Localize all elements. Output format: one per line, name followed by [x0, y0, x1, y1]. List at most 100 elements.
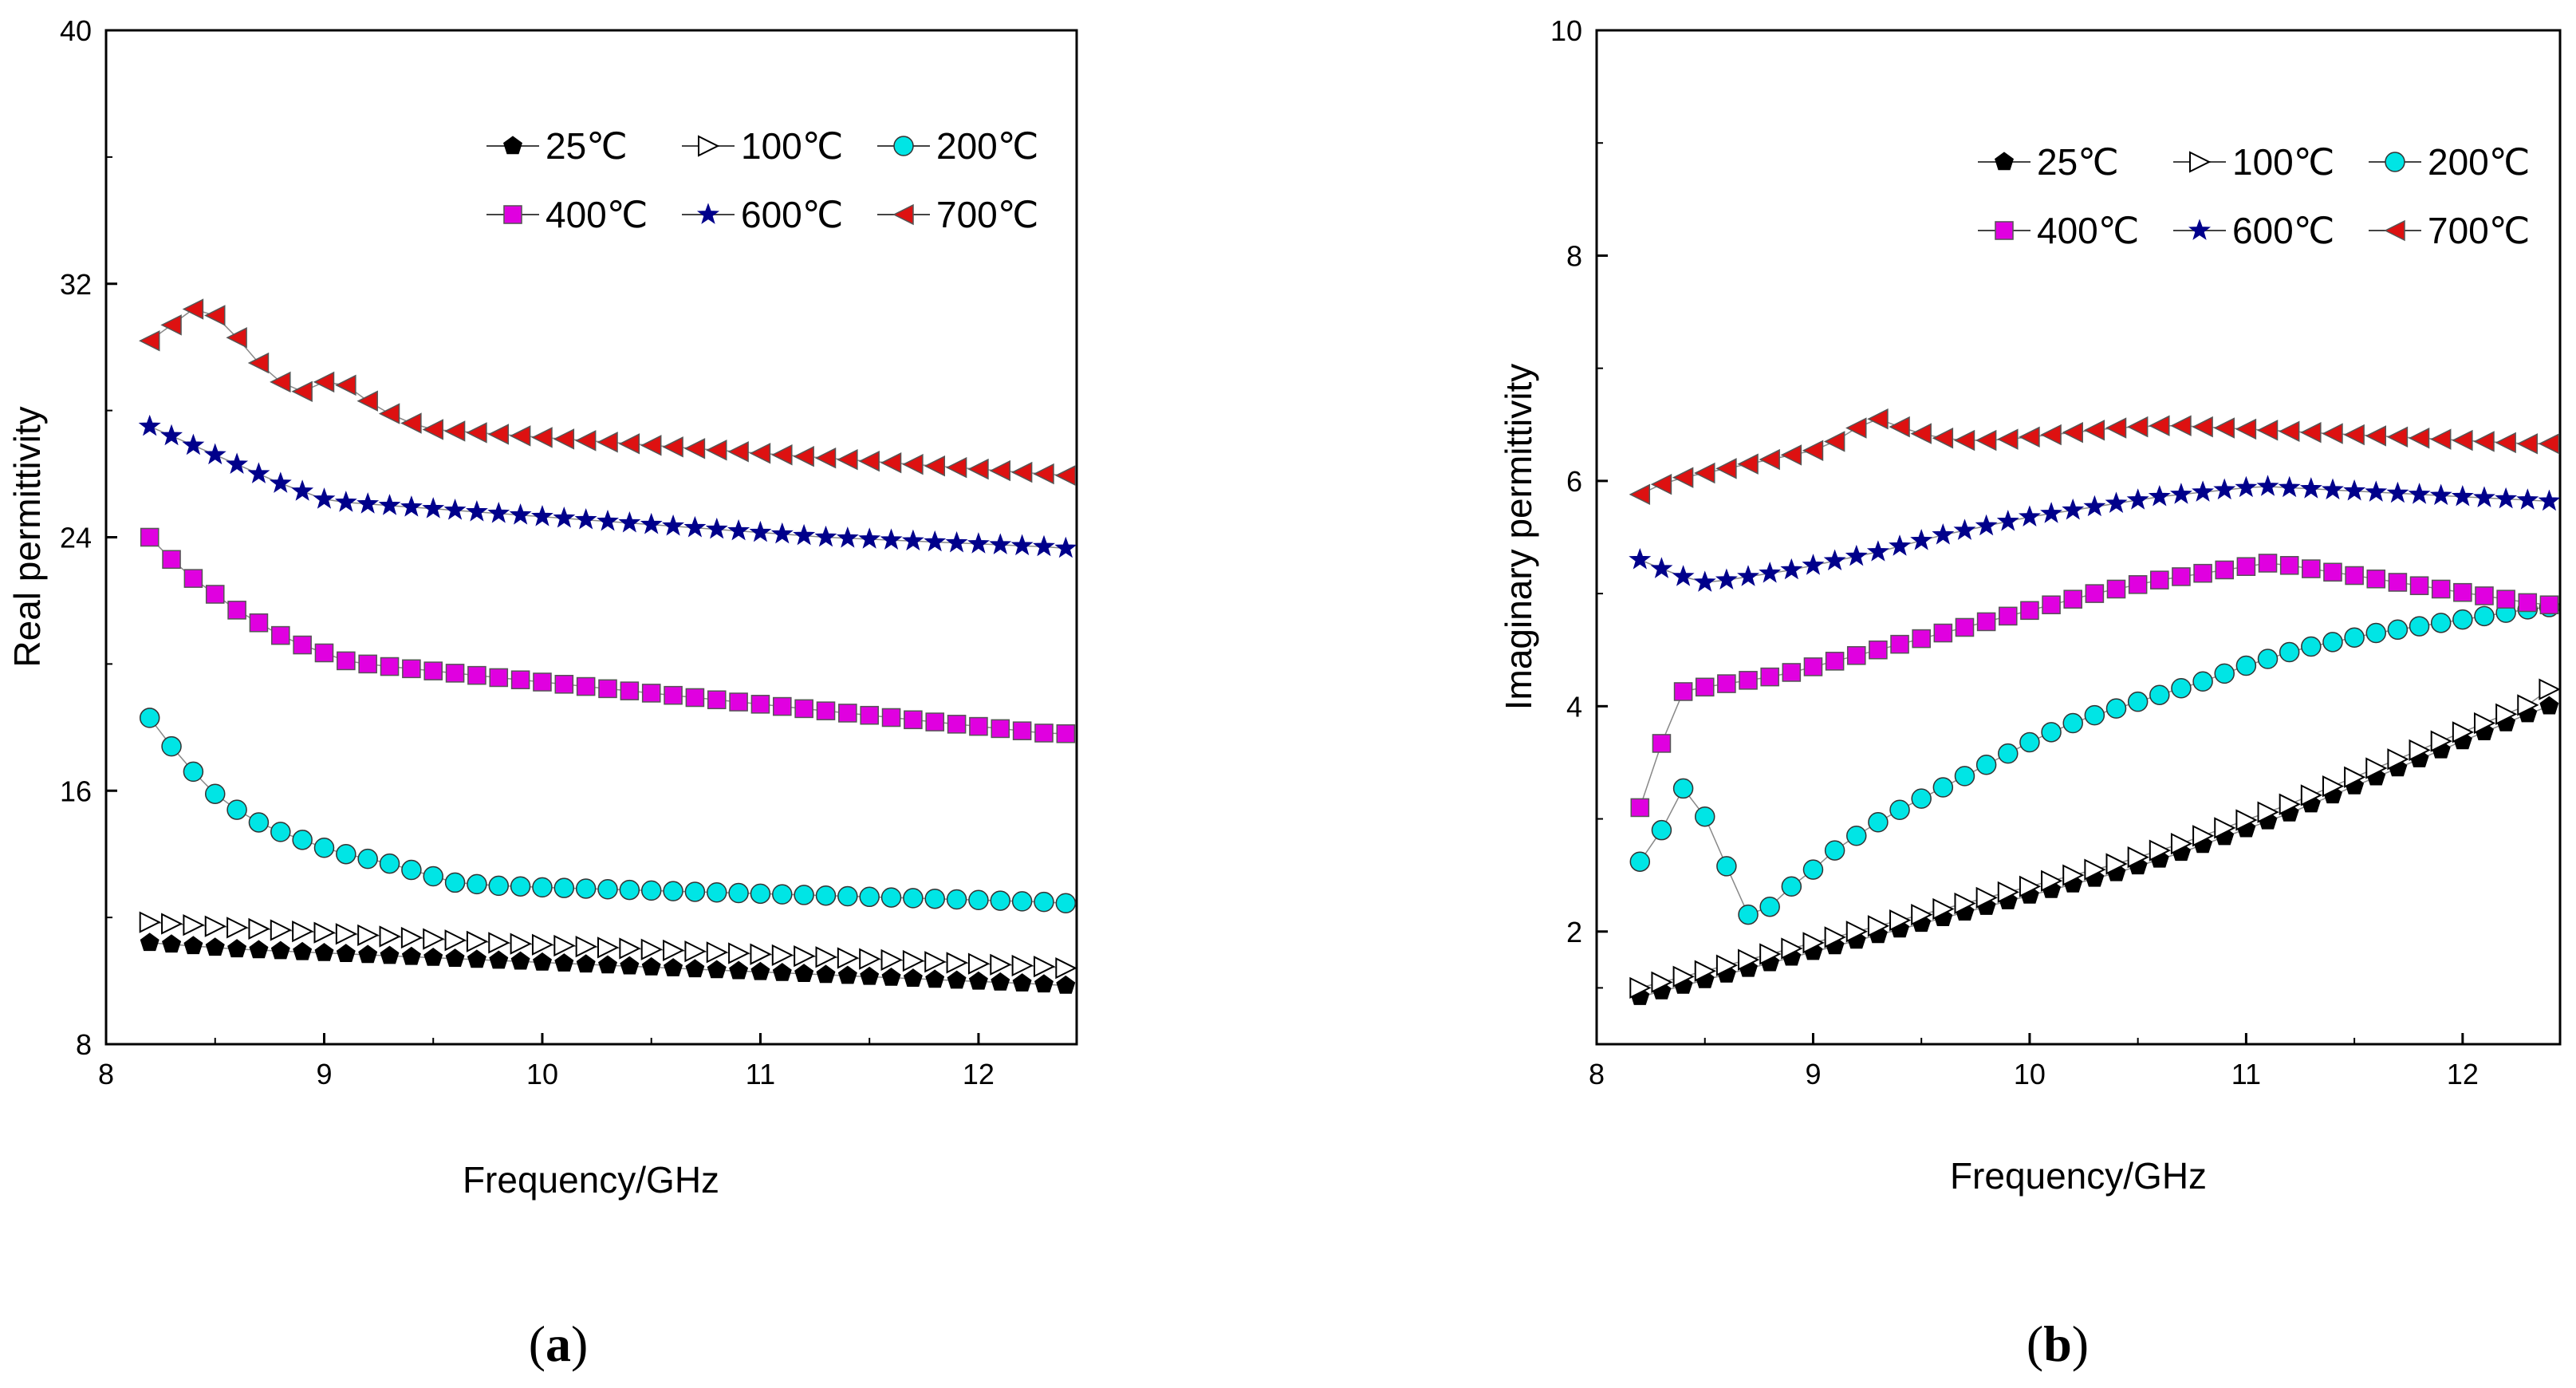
data-point-a-2: [794, 885, 814, 905]
data-point-b-2: [2452, 609, 2473, 630]
data-point-a-3: [947, 715, 967, 734]
data-point-b-3: [1955, 617, 1975, 637]
data-point-a-4: [465, 500, 488, 522]
x-tick-label-b-10: 10: [2014, 1058, 2046, 1090]
data-point-a-3: [467, 665, 486, 685]
data-point-a-5: [400, 412, 422, 434]
data-point-b-4: [1759, 562, 1782, 583]
data-point-a-4: [247, 462, 270, 483]
data-point-a-3: [380, 657, 400, 676]
data-point-a-4: [727, 519, 750, 541]
legend-marker-a-4: [696, 203, 720, 224]
data-point-a-4: [793, 523, 816, 546]
data-point-b-5: [1889, 416, 1910, 438]
data-point-a-1: [946, 952, 968, 974]
data-point-a-5: [182, 298, 204, 320]
y-tick-label-a-40: 40: [60, 14, 92, 47]
caption-a: (a): [529, 1315, 589, 1372]
series-line-a-5: [149, 308, 1066, 476]
data-point-b-2: [1824, 840, 1845, 861]
data-point-a-0: [336, 944, 356, 962]
legend-item-b-3: 400℃: [1978, 210, 2139, 251]
legend-label-b-0: 25℃: [2037, 141, 2119, 183]
data-point-a-1: [204, 915, 226, 937]
data-point-b-1: [1802, 932, 1825, 954]
legend-item-a-5: 700℃: [877, 194, 1038, 235]
data-point-b-5: [2430, 428, 2452, 450]
data-point-b-4: [2040, 502, 2063, 523]
data-point-b-2: [2365, 622, 2387, 644]
data-point-b-2: [1738, 904, 1759, 925]
data-point-a-5: [574, 430, 597, 451]
data-point-a-5: [160, 314, 182, 336]
data-point-b-2: [1889, 799, 1910, 821]
data-point-a-0: [968, 971, 988, 990]
data-point-a-1: [815, 946, 837, 968]
data-point-a-4: [291, 479, 314, 501]
data-point-b-3: [2431, 579, 2451, 599]
legend-marker-a-5: [892, 203, 914, 226]
data-point-a-4: [1054, 536, 1077, 558]
data-point-a-4: [553, 507, 576, 528]
data-point-a-1: [794, 944, 816, 968]
y-tick-label-b-8: 8: [1566, 239, 1582, 272]
data-point-b-5: [2213, 417, 2235, 439]
data-point-b-1: [2041, 869, 2063, 892]
data-point-a-1: [226, 917, 249, 939]
y-tick-label-b-4: 4: [1566, 690, 1582, 723]
legend-label-a-0: 25℃: [546, 125, 628, 167]
data-point-a-2: [575, 878, 597, 899]
data-point-a-1: [837, 947, 860, 969]
data-point-a-5: [1033, 463, 1054, 485]
data-point-b-3: [1998, 606, 2018, 626]
data-point-a-1: [510, 933, 532, 955]
data-point-b-4: [2235, 475, 2258, 498]
legend-item-b-1: 100℃: [2173, 141, 2334, 183]
data-point-b-2: [1651, 819, 1672, 841]
data-point-a-5: [880, 451, 902, 474]
data-point-a-3: [205, 585, 225, 604]
data-point-a-5: [422, 419, 443, 440]
data-point-a-5: [531, 427, 553, 448]
data-point-a-1: [597, 937, 620, 959]
data-point-b-1: [1889, 909, 1912, 932]
data-point-a-0: [467, 949, 486, 968]
legend-marker-b-0: [1995, 152, 2014, 171]
data-point-a-2: [990, 890, 1011, 911]
data-point-a-5: [443, 420, 466, 442]
data-point-a-5: [313, 371, 335, 393]
data-point-b-2: [1781, 876, 1802, 897]
data-point-a-3: [249, 613, 269, 633]
data-point-a-5: [662, 436, 683, 458]
caption-b: (b): [2027, 1315, 2089, 1372]
data-point-b-5: [2105, 417, 2127, 439]
data-point-b-4: [2495, 487, 2518, 509]
data-point-b-4: [1715, 568, 1738, 590]
data-point-a-2: [183, 761, 204, 783]
data-point-b-4: [2062, 498, 2085, 520]
legend-marker-b-2: [2385, 152, 2405, 172]
data-point-a-2: [532, 877, 553, 898]
data-point-a-2: [379, 853, 400, 874]
data-point-b-3: [2042, 595, 2061, 615]
data-point-a-5: [1054, 464, 1077, 487]
data-point-b-5: [1802, 440, 1824, 461]
data-point-a-4: [858, 527, 881, 549]
data-point-a-5: [487, 424, 510, 445]
y-axis-label-b: Imaginary permittivity: [1498, 364, 1539, 711]
data-point-b-1: [1824, 926, 1846, 948]
data-point-b-5: [2083, 420, 2105, 441]
data-point-a-4: [1033, 534, 1055, 557]
data-point-b-5: [2495, 432, 2516, 454]
legend-item-a-1: 100℃: [682, 125, 843, 167]
data-point-b-1: [2365, 757, 2388, 779]
legend-marker-b-4: [2188, 219, 2212, 240]
data-point-a-5: [837, 448, 858, 471]
legend-item-a-0: 25℃: [486, 125, 628, 167]
data-point-b-5: [1932, 428, 1954, 449]
data-point-a-5: [902, 453, 924, 475]
data-point-a-1: [728, 942, 750, 964]
data-point-a-5: [706, 440, 727, 461]
data-point-a-0: [1012, 973, 1032, 992]
data-point-b-3: [1846, 645, 1866, 665]
